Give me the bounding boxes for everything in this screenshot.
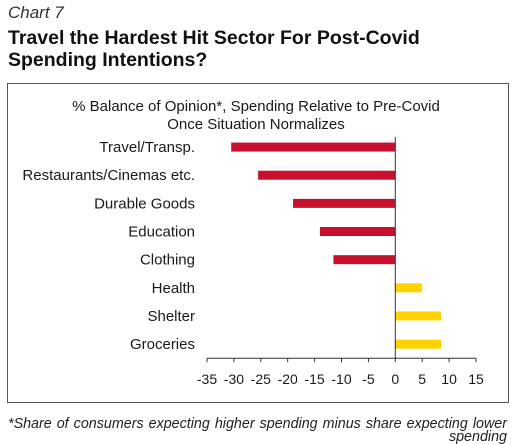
category-label: Travel/Transp. xyxy=(99,139,195,156)
x-tick-label: -20 xyxy=(278,371,298,387)
category-label: Education xyxy=(128,224,195,241)
x-tick-label: 10 xyxy=(441,371,457,387)
category-label: Durable Goods xyxy=(94,195,195,212)
category-label: Clothing xyxy=(140,252,195,269)
bar-health xyxy=(395,283,423,293)
x-tick-label: 15 xyxy=(468,371,484,387)
x-tick-label: -30 xyxy=(224,371,244,387)
bar-travel-transp xyxy=(231,142,396,152)
bar-education xyxy=(319,227,396,237)
bar-durable-goods xyxy=(293,198,396,208)
bar-restaurants-cinemas-etc xyxy=(258,170,396,180)
chart-frame xyxy=(7,83,509,403)
bar-shelter xyxy=(395,311,442,321)
bar-clothing xyxy=(333,255,396,265)
x-tick-label: 5 xyxy=(418,371,426,387)
figure-label: Chart 7 xyxy=(8,3,64,22)
x-tick-label: -25 xyxy=(251,371,271,387)
bar-groceries xyxy=(395,339,442,349)
x-tick-label: -15 xyxy=(304,371,324,387)
footnote: *Share of consumers expecting higher spe… xyxy=(8,416,507,444)
chart-title: Travel the Hardest Hit Sector For Post-C… xyxy=(8,27,420,71)
category-label: Restaurants/Cinemas etc. xyxy=(22,167,195,184)
category-label: Shelter xyxy=(147,308,195,325)
category-label: Groceries xyxy=(130,336,195,353)
chart-subtitle: % Balance of Opinion*, Spending Relative… xyxy=(72,98,440,133)
category-label: Health xyxy=(152,280,195,297)
x-tick-label: -35 xyxy=(197,371,217,387)
x-tick-label: 0 xyxy=(391,371,399,387)
x-tick-label: -10 xyxy=(331,371,351,387)
x-tick-label: -5 xyxy=(362,371,375,387)
